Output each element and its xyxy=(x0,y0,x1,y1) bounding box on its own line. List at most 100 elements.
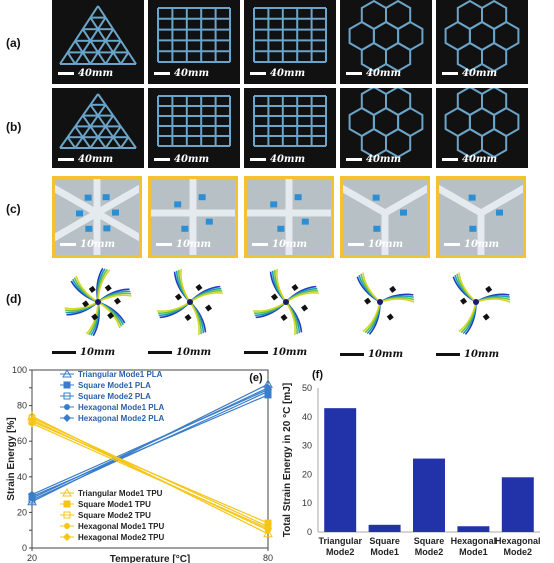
lattice-strut xyxy=(66,40,77,53)
scale-bar-c4: 10mm xyxy=(348,239,403,250)
hinge-tab xyxy=(277,225,285,232)
closeup-photo-hexagonal-2: 10mm xyxy=(436,176,526,258)
hinge-mark xyxy=(88,285,96,293)
hinge-mark xyxy=(113,297,121,305)
legend-marker xyxy=(62,368,72,378)
deformation-joint xyxy=(253,269,319,335)
hinge-mark xyxy=(270,293,278,301)
hinge-mark xyxy=(205,304,213,312)
hinge-mark xyxy=(174,293,182,301)
lattice-strut xyxy=(119,125,130,138)
joint-closeup xyxy=(151,179,235,255)
hinge-tab xyxy=(372,194,380,201)
lattice-strut xyxy=(89,136,99,149)
lattice-strut xyxy=(112,51,122,65)
deformed-arm xyxy=(64,301,99,310)
legend-marker xyxy=(62,487,72,497)
lattice-strut xyxy=(104,17,115,30)
hinge-tab xyxy=(294,194,302,201)
scale-bar-c1: 10mm xyxy=(60,239,115,250)
y-tick-label: 10 xyxy=(302,498,312,508)
lattice-strut xyxy=(74,28,84,42)
hinge-tab xyxy=(84,194,92,201)
series-line xyxy=(31,417,269,528)
data-point xyxy=(28,490,36,499)
simulation-hexagonal-1 xyxy=(340,262,420,342)
category-label: Square xyxy=(369,536,400,546)
simulation-triangular xyxy=(58,262,138,342)
strut xyxy=(439,184,485,217)
lattice-cell xyxy=(385,41,412,73)
lattice-strut xyxy=(81,136,92,149)
hinge-tab xyxy=(85,225,93,232)
deformed-arm xyxy=(189,301,200,335)
simulation-hexagonal-2 xyxy=(436,262,516,342)
lattice-strut xyxy=(66,136,77,149)
series-line xyxy=(31,390,269,501)
series-line xyxy=(31,422,269,529)
lattice-strut xyxy=(81,28,92,42)
legend-marker xyxy=(64,404,70,410)
hinge-mark xyxy=(386,313,394,321)
category-label: Mode2 xyxy=(504,547,533,557)
lattice-strut xyxy=(127,136,137,149)
lattice-strut xyxy=(89,104,99,117)
deformed-arm xyxy=(75,275,99,303)
lattice-strut xyxy=(97,5,107,19)
hexagonal-lattice xyxy=(444,0,520,73)
hinge-tab xyxy=(181,225,189,232)
hinge-tab xyxy=(76,210,84,217)
scale-bar-a4: 40mm xyxy=(346,68,401,79)
hinge-mark xyxy=(195,283,203,291)
hinge-tab xyxy=(468,194,476,201)
simulation-square-2 xyxy=(246,262,326,342)
square-lattice xyxy=(253,7,327,63)
deformed-arm xyxy=(157,301,191,312)
x-tick-label: 80 xyxy=(263,553,273,563)
scale-bar-a5: 40mm xyxy=(442,68,497,79)
y-tick-label: 50 xyxy=(302,383,312,393)
scale-bar-b2: 40mm xyxy=(154,154,209,165)
lattice-strut xyxy=(104,136,115,149)
deformed-arm xyxy=(180,269,191,303)
category-label: Mode1 xyxy=(370,547,399,557)
hinge-mark xyxy=(107,312,115,320)
lattice-strut xyxy=(97,17,107,30)
panel-label-a: (a) xyxy=(6,36,21,50)
panel-label-e: (e) xyxy=(249,372,263,384)
lattice-strut xyxy=(89,93,99,106)
joint-closeup xyxy=(439,179,523,255)
lattice-strut xyxy=(119,136,130,149)
bar xyxy=(368,524,401,532)
hinge-mark xyxy=(291,283,299,291)
lattice-strut xyxy=(59,136,69,149)
deformation-joint xyxy=(356,272,415,335)
hinge-mark xyxy=(482,313,490,321)
deformed-arm xyxy=(362,301,381,333)
scale-bar-b1: 40mm xyxy=(58,154,113,165)
y-tick-label: 0 xyxy=(22,543,27,553)
lattice-strut xyxy=(119,51,130,65)
hinge-tab xyxy=(102,194,110,201)
data-point xyxy=(263,528,273,538)
joint-closeup xyxy=(247,179,331,255)
deformed-arm xyxy=(276,269,287,303)
legend-label: Square Mode2 PLA xyxy=(78,392,151,401)
deformed-arm xyxy=(458,272,477,303)
lattice-strut xyxy=(74,125,84,138)
hinge-tab xyxy=(198,194,206,201)
panel-label-f: (f) xyxy=(312,369,323,381)
deformed-arm xyxy=(362,272,381,303)
lattice-tile-hexagonal-a2: 40mm xyxy=(436,0,528,84)
bar xyxy=(457,526,490,532)
y-tick-label: 30 xyxy=(302,441,312,451)
closeup-photo-hexagonal-1: 10mm xyxy=(340,176,430,258)
hinge-mark xyxy=(389,285,397,293)
scale-bar-a3: 40mm xyxy=(250,68,305,79)
category-label: Hexagonal xyxy=(495,536,541,546)
hinge-tab xyxy=(469,225,477,232)
lattice-strut xyxy=(112,28,122,42)
lattice-strut xyxy=(89,51,99,65)
lattice-strut xyxy=(112,40,122,53)
